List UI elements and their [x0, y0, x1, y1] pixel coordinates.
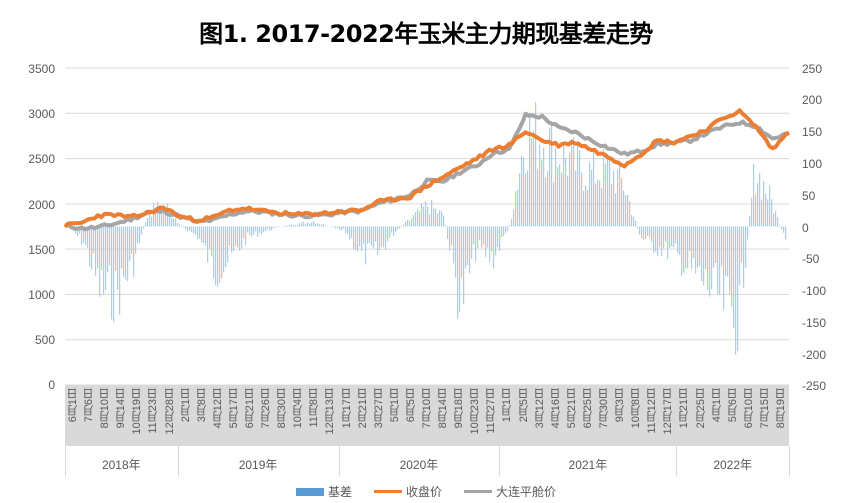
legend-item-basis[interactable]: 基差	[295, 483, 352, 500]
x-tick-label: 12月17日	[662, 388, 675, 435]
x-tick-label: 8月14日	[437, 388, 450, 429]
year-label: 2021年	[568, 458, 608, 472]
x-tick-label: 8月10日	[99, 388, 112, 429]
x-tick-label: 7月10日	[421, 388, 433, 429]
x-tick-label: 11月12日	[646, 388, 659, 434]
year-separator	[676, 446, 678, 476]
x-tick-label: 6月21日	[244, 388, 257, 429]
x-tick-label: 7月6日	[83, 388, 96, 423]
year-label: 2018年	[101, 458, 141, 472]
right-tick: 200	[802, 93, 823, 107]
x-tick-label: 3月12日	[533, 388, 546, 429]
right-tick: -250	[802, 379, 827, 393]
legend: 基差 收盘价 大连平舱价	[0, 483, 852, 500]
x-tick-label: 2月25日	[694, 388, 707, 429]
x-tick-label: 2月1日	[179, 388, 192, 423]
year-label: 2022年	[713, 458, 753, 472]
x-tick-label: 1月1日	[501, 388, 514, 423]
x-tick-label: 12月28日	[163, 388, 176, 435]
x-tick-label: 5月17日	[227, 388, 240, 429]
left-tick: 0	[48, 378, 55, 392]
x-tick-label: 6月5日	[404, 388, 417, 423]
x-tick-label: 1月17日	[340, 388, 353, 429]
legend-label: 大连平舱价	[496, 485, 557, 499]
x-axis-category-band	[65, 385, 789, 446]
right-tick: -100	[802, 284, 827, 298]
x-tick-label: 11月8日	[308, 388, 321, 428]
left-tick: 3500	[28, 62, 55, 76]
year-separator	[65, 446, 66, 476]
x-tick-label: 11月23日	[147, 388, 160, 434]
x-tick-label: 9月3日	[614, 388, 627, 423]
right-tick: 100	[802, 157, 823, 171]
right-tick: -150	[802, 316, 827, 330]
x-tick-label: 12月13日	[324, 388, 337, 435]
year-label: 2019年	[238, 458, 278, 472]
chart-title: 图1. 2017-2022年玉米主力期现基差走势	[199, 20, 653, 48]
x-tick-label: 5月21日	[565, 388, 578, 429]
x-tick-label: 10月23日	[469, 388, 482, 435]
left-tick: 2000	[28, 198, 55, 212]
x-tick-label: 5月1日	[388, 388, 401, 423]
x-tick-label: 4月1日	[710, 388, 723, 423]
legend-label: 收盘价	[405, 485, 442, 499]
x-tick-label: 4月12日	[211, 388, 224, 429]
left-tick: 1000	[28, 288, 55, 302]
left-tick: 2500	[28, 152, 55, 166]
right-tick: 50	[802, 189, 816, 203]
dalian-swatch-icon	[464, 490, 492, 493]
close-price-line	[63, 108, 790, 229]
x-tick-label: 8月19日	[774, 388, 787, 429]
basis-swatch-icon	[295, 487, 324, 496]
x-tick-label: 6月10日	[742, 388, 755, 429]
basis-bars	[69, 102, 787, 355]
year-separator	[338, 446, 340, 476]
year-label: 2020年	[399, 458, 439, 472]
right-tick: -50	[802, 252, 820, 266]
right-tick: 250	[802, 62, 823, 76]
right-tick: 0	[802, 221, 809, 235]
x-tick-label: 6月25日	[581, 388, 594, 429]
x-tick-label: 7月26日	[260, 388, 273, 429]
x-tick-label: 4月16日	[549, 388, 562, 429]
year-separator	[789, 446, 790, 476]
left-tick: 500	[34, 333, 55, 347]
x-tick-label: 6月1日	[67, 388, 80, 423]
legend-item-close[interactable]: 收盘价	[373, 483, 442, 500]
x-tick-label: 9月18日	[453, 388, 466, 429]
x-tick-label: 10月8日	[630, 388, 643, 429]
x-tick-label: 3月8日	[195, 388, 208, 423]
x-tick-label: 1月21日	[678, 388, 691, 429]
legend-item-dalian[interactable]: 大连平舱价	[464, 483, 556, 500]
left-tick: 3000	[28, 107, 55, 121]
right-tick: 150	[802, 125, 823, 139]
left-tick: 1500	[28, 243, 55, 257]
year-separator	[499, 446, 501, 476]
x-tick-label: 5月6日	[726, 388, 739, 423]
x-tick-label: 7月15日	[758, 388, 771, 429]
x-tick-label: 7月30日	[597, 388, 610, 429]
x-tick-label: 9月14日	[115, 388, 128, 429]
x-tick-label: 11月27日	[485, 388, 498, 434]
close-swatch-icon	[373, 490, 402, 493]
legend-label: 基差	[327, 485, 352, 499]
x-tick-label: 2月21日	[356, 388, 369, 429]
x-tick-label: 3月27日	[372, 388, 385, 429]
year-separator	[177, 446, 179, 476]
x-tick-label: 2月5日	[517, 388, 530, 423]
x-tick-label: 10月4日	[292, 388, 305, 429]
x-tick-label: 10月19日	[131, 388, 144, 435]
right-tick: -200	[802, 348, 827, 362]
x-tick-label: 8月30日	[276, 388, 289, 429]
